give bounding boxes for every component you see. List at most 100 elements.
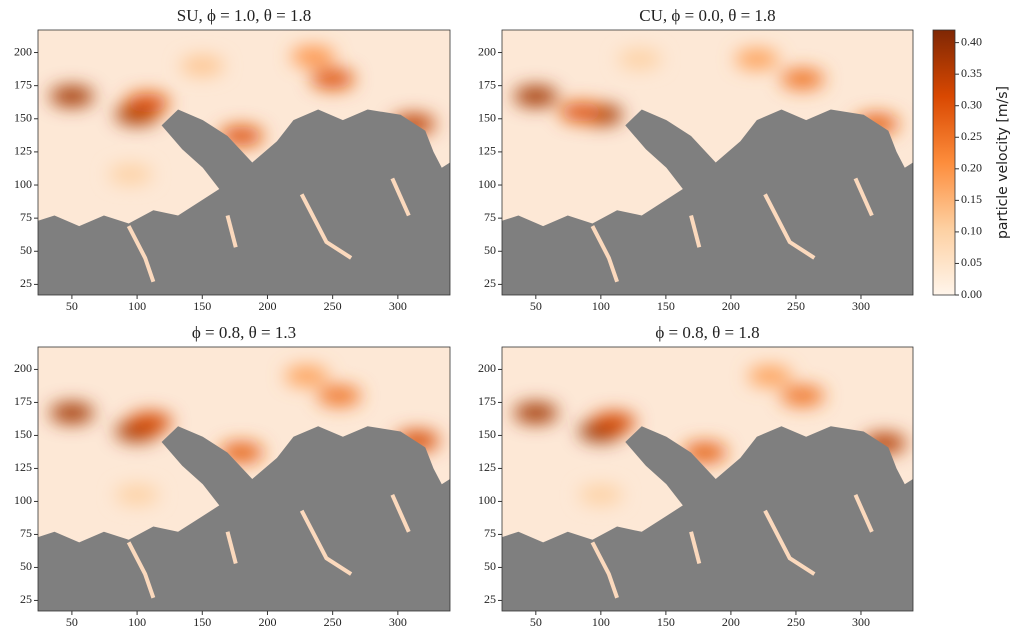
velocity-hotspot	[747, 366, 792, 387]
colorbar-tick-label: 0.35	[961, 66, 982, 80]
frame	[501, 346, 914, 612]
x-tick-label: 150	[193, 299, 211, 313]
x-tick-label: 300	[852, 615, 870, 629]
y-tick-label: 25	[484, 276, 496, 290]
velocity-hotspot	[780, 69, 825, 90]
velocity-hotspot	[513, 86, 558, 107]
fjord	[689, 531, 702, 564]
y-tick-label: 100	[14, 493, 32, 507]
x-tick-label: 50	[66, 615, 78, 629]
velocity-hotspot	[291, 46, 336, 67]
x-tick-label: 100	[128, 299, 146, 313]
fjord	[225, 214, 238, 248]
velocity-hotspot	[513, 403, 558, 423]
velocity-hotspot	[734, 49, 779, 70]
fjord	[689, 214, 702, 248]
frame	[37, 29, 451, 296]
x-tick-label: 150	[657, 615, 675, 629]
velocity-hotspot	[49, 403, 94, 423]
velocity-hotspot	[284, 366, 329, 387]
fjord	[390, 494, 411, 533]
velocity-hotspot	[49, 86, 94, 107]
y-tick-label: 150	[14, 111, 32, 125]
x-tick-label: 200	[722, 299, 740, 313]
x-tick-label: 300	[852, 299, 870, 313]
panel-title: CU, ϕ = 0.0, θ = 1.8	[639, 6, 775, 25]
x-tick-label: 50	[66, 299, 78, 313]
colorbar	[932, 29, 956, 296]
fjord	[390, 177, 411, 217]
x-tick-label: 250	[787, 615, 805, 629]
y-tick-label: 200	[478, 361, 496, 375]
panel: SU, ϕ = 1.0, θ = 1.8 50 100 150 200 250 300 25 5…	[14, 6, 451, 313]
x-tick-label: 200	[258, 299, 276, 313]
x-tick-label: 50	[530, 299, 542, 313]
x-tick-label: 250	[324, 299, 342, 313]
velocity-hotspot	[310, 69, 355, 90]
y-tick-label: 150	[478, 427, 496, 441]
frame	[501, 29, 914, 296]
panel-title: ϕ = 0.8, θ = 1.3	[192, 323, 296, 342]
y-tick-label: 25	[484, 592, 496, 606]
frame	[37, 346, 451, 612]
y-tick-label: 200	[478, 44, 496, 58]
panel: CU, ϕ = 0.0, θ = 1.8 50 100 150 200 250 300 25 5…	[478, 6, 914, 313]
y-tick-label: 25	[20, 276, 32, 290]
y-tick-label: 175	[478, 77, 496, 91]
x-tick-label: 100	[592, 615, 610, 629]
fjord	[853, 177, 874, 217]
y-tick-label: 100	[14, 177, 32, 191]
y-tick-label: 175	[14, 77, 32, 91]
x-tick-label: 200	[722, 615, 740, 629]
velocity-hotspot	[180, 55, 225, 76]
colorbar-tick-label: 0.00	[961, 287, 982, 301]
plot-area	[502, 347, 913, 611]
x-tick-label: 100	[592, 299, 610, 313]
fjord	[590, 225, 619, 283]
colorbar-tick-label: 0.25	[961, 129, 982, 143]
fjord	[853, 494, 874, 533]
y-tick-label: 100	[478, 493, 496, 507]
fjord	[126, 541, 156, 599]
y-tick-label: 50	[20, 559, 32, 573]
colorbar-tick-label: 0.30	[961, 97, 982, 111]
y-tick-label: 75	[484, 210, 496, 224]
panel-title: ϕ = 0.8, θ = 1.8	[655, 323, 759, 342]
y-tick-label: 150	[478, 111, 496, 125]
velocity-hotspot	[617, 49, 662, 70]
fjord	[299, 193, 353, 260]
x-tick-label: 300	[389, 615, 407, 629]
x-tick-label: 200	[258, 615, 276, 629]
y-tick-label: 100	[478, 177, 496, 191]
colorbar-tick-label: 0.20	[961, 161, 982, 175]
y-tick-label: 125	[14, 144, 32, 158]
velocity-hotspot	[780, 385, 825, 406]
fjord	[763, 509, 816, 576]
colorbar-tick-label: 0.40	[961, 34, 982, 48]
x-tick-label: 50	[530, 615, 542, 629]
velocity-hotspot	[108, 164, 153, 185]
x-tick-label: 150	[193, 615, 211, 629]
colorbar-label: particle velocity [m/s]	[995, 86, 1011, 239]
colorbar-tick-label: 0.15	[961, 192, 982, 206]
y-tick-label: 125	[478, 144, 496, 158]
velocity-hotspot	[128, 412, 173, 433]
fjord	[590, 541, 619, 599]
fjord	[299, 509, 353, 576]
colorbar-tick-label: 0.05	[961, 255, 982, 269]
x-tick-label: 250	[324, 615, 342, 629]
panel-title: SU, ϕ = 1.0, θ = 1.8	[177, 6, 312, 25]
y-tick-label: 75	[20, 526, 32, 540]
y-tick-label: 175	[14, 394, 32, 408]
panel: ϕ = 0.8, θ = 1.3 50 100 150 200 250 300 25 50 75 1…	[14, 323, 451, 629]
velocity-hotspot	[125, 92, 170, 113]
x-tick-label: 250	[787, 299, 805, 313]
y-tick-label: 150	[14, 427, 32, 441]
fjord	[126, 225, 156, 283]
y-tick-label: 75	[484, 526, 496, 540]
y-tick-label: 200	[14, 361, 32, 375]
y-tick-label: 125	[14, 460, 32, 474]
velocity-hotspot	[591, 412, 636, 433]
x-tick-label: 100	[128, 615, 146, 629]
